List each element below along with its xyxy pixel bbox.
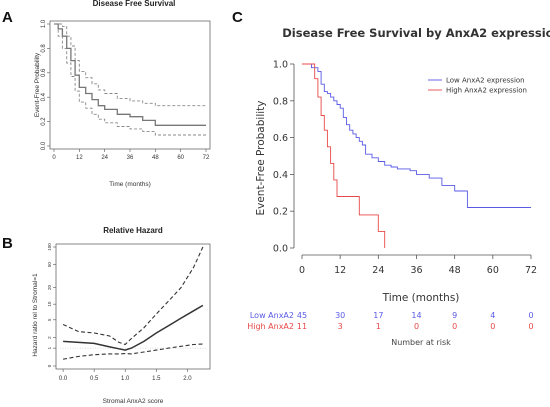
panel-label-c: C	[232, 9, 243, 26]
risk-count: 0	[414, 322, 419, 331]
panel-a-ytick-label: 0.0	[41, 141, 47, 150]
panel-label-a: A	[2, 9, 13, 26]
panel-b-estimate-curve	[63, 304, 204, 351]
panel-c-xtick-label: 48	[449, 265, 461, 276]
panel-a-chart: Disease Free Survival Time (months) Even…	[34, 0, 211, 188]
panel-a-xtick-label: 60	[177, 155, 184, 161]
panel-b-xlabel: Stromal AnxA2 score	[103, 398, 164, 405]
panel-c-xtick-label: 0	[299, 265, 305, 276]
panel-c-xtick-label: 36	[410, 265, 422, 276]
panel-a-title: Disease Free Survival	[93, 0, 176, 8]
panel-b-upper-curve	[62, 246, 204, 346]
panel-b-frame	[55, 243, 211, 370]
risk-count: 1	[376, 322, 381, 331]
legend-label-high: High AnxA2 expression	[446, 87, 527, 95]
panel-a-ytick-label: 0.4	[41, 92, 47, 101]
risk-count: 3	[338, 322, 343, 331]
risk-row-label-high: High AnxA2	[247, 322, 294, 331]
panel-c-ytick-label: 0.6	[273, 133, 288, 144]
panel-a-lower-curve	[54, 23, 206, 136]
panel-a-xlabel: Time (months)	[109, 181, 151, 188]
panel-a-ytick-label: 0.6	[41, 68, 47, 77]
panel-b-ytick-label: 1	[47, 346, 52, 349]
panel-a-upper-curve	[54, 23, 206, 107]
panel-a-ylabel: Event-Free Probability	[34, 52, 41, 117]
panel-a-ytick-label: 0.2	[41, 117, 47, 126]
risk-row-label-low: Low AnxA2	[250, 311, 294, 320]
panel-b-xtick-label: 2.0	[183, 376, 192, 382]
panel-a-xtick-label: 12	[76, 155, 83, 161]
panel-b-ylabel: Hazard ratio rel to Stromal=1	[32, 273, 39, 357]
panel-c-ytick-label: 0.2	[273, 207, 288, 218]
risk-table-title: Number at risk	[391, 338, 451, 347]
legend-label-low: Low AnxA2 expression	[446, 77, 525, 85]
risk-count: 30	[335, 311, 345, 320]
panel-c-xtick-label: 24	[372, 265, 384, 276]
risk-count: 0	[490, 322, 495, 331]
panel-b-ytick-label: 0	[47, 364, 52, 367]
risk-count: 11	[297, 322, 307, 331]
panel-c-ytick-label: 0.0	[273, 244, 288, 255]
panel-b-ytick-label: 5	[47, 318, 52, 321]
panel-b-xtick-label: 0.0	[59, 376, 68, 382]
panel-b-xtick-label: 1.0	[121, 376, 130, 382]
panel-b-lower-curve	[63, 343, 203, 360]
panel-c-ylabel: Event-Free Probability	[255, 101, 267, 216]
panel-b-ytick-label: 10	[47, 301, 52, 307]
panel-c-ytick-label: 0.4	[273, 170, 288, 181]
panel-b-xtick-label: 1.5	[152, 376, 161, 382]
risk-count: 9	[452, 311, 457, 320]
panel-b-ytick-label: 50	[47, 262, 52, 268]
panel-c-xtick-label: 12	[334, 265, 346, 276]
panel-b-chart: Relative Hazard Stromal AnxA2 score Haza…	[32, 226, 211, 405]
panel-c-xtick-label: 60	[487, 265, 499, 276]
panel-c-title: Disease Free Survival by AnxA2 expressio…	[282, 26, 550, 40]
risk-count: 4	[490, 311, 495, 320]
panel-b-xtick-label: 0.5	[90, 376, 99, 382]
risk-count: 0	[528, 311, 533, 320]
panel-a-xtick-label: 48	[152, 155, 159, 161]
panel-a-xtick-label: 36	[127, 155, 134, 161]
risk-count: 0	[452, 322, 457, 331]
panel-a-ytick-label: 0.8	[41, 44, 47, 53]
panel-a-xtick-label: 24	[101, 155, 108, 161]
panel-a-xtick-label: 0	[52, 155, 56, 161]
panel-c-chart: Disease Free Survival by AnxA2 expressio…	[247, 26, 550, 347]
panel-c-ytick-label: 1.0	[273, 60, 288, 71]
panel-a-frame	[49, 20, 211, 150]
panel-c-ytick-label: 0.8	[273, 96, 288, 107]
panel-c-series-low-curve	[302, 63, 531, 208]
panel-a-estimate-curve	[54, 23, 206, 126]
risk-count: 0	[528, 322, 533, 331]
panel-b-ytick-label: 20	[47, 285, 52, 291]
panel-b-ytick-label: 100	[47, 243, 52, 251]
panel-b-ytick-label: 2	[47, 336, 52, 339]
panel-a-ytick-label: 1.0	[41, 19, 47, 28]
panel-c-xlabel: Time (months)	[382, 292, 460, 304]
risk-count: 17	[373, 311, 383, 320]
panel-c-xtick-label: 72	[525, 265, 537, 276]
risk-count: 45	[297, 311, 307, 320]
risk-count: 14	[411, 311, 421, 320]
panel-a-xtick-label: 72	[203, 155, 210, 161]
panel-c-series-high-curve	[302, 63, 386, 248]
panel-b-title: Relative Hazard	[103, 226, 163, 235]
panel-label-b: B	[2, 235, 13, 252]
